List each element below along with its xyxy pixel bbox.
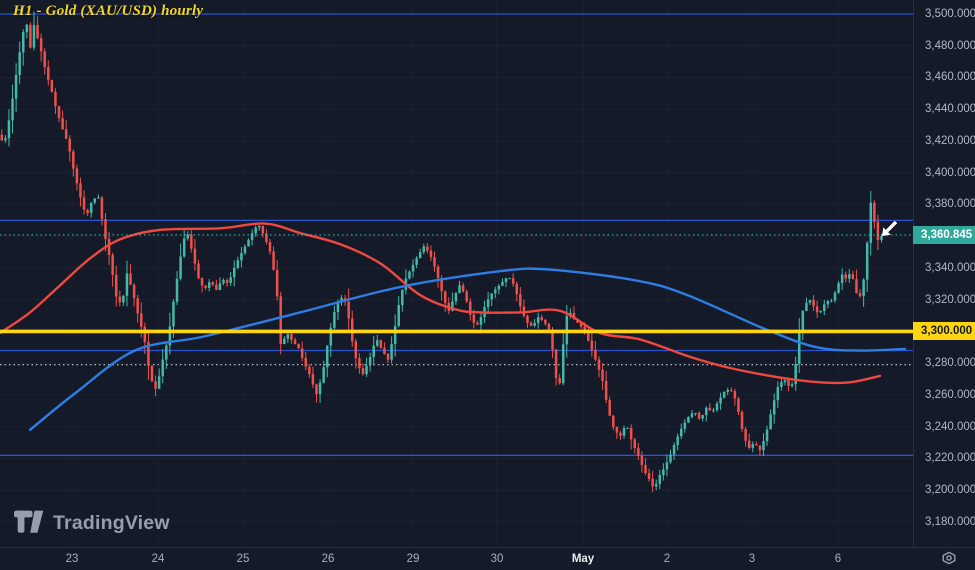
tradingview-watermark[interactable]: TradingView [14, 510, 170, 536]
price-axis-label: 3,400.000 [925, 166, 975, 179]
price-axis-label: 3,380.000 [925, 198, 975, 211]
time-axis-label: 6 [834, 553, 842, 565]
current-price-badge: 3,360.845 [913, 225, 975, 244]
price-axis-label: 3,460.000 [925, 71, 975, 84]
watermark-label: TradingView [53, 511, 170, 534]
price-arrow-annotation[interactable] [877, 217, 903, 243]
candlestick-chart-canvas[interactable] [0, 0, 913, 547]
time-axis-label: May [571, 553, 595, 565]
price-axis-label: 3,500.000 [925, 7, 975, 20]
chart-title: H1 - Gold (XAU/USD) hourly [13, 3, 204, 19]
price-axis[interactable]: 3,500.000 3,480.000 3,460.000 3,440.000 3,42… [913, 0, 975, 547]
time-axis-label: 2 [663, 553, 671, 565]
blue-ma-line[interactable] [28, 267, 907, 432]
time-axis-label: 23 [65, 553, 79, 565]
scale-settings-gear-icon[interactable] [940, 549, 958, 567]
time-axis-label: 26 [321, 553, 335, 565]
candles [0, 11, 883, 493]
time-axis[interactable]: 23 24 25 26 29 30 May 2 3 6 [0, 547, 975, 570]
price-axis-label: 3,240.000 [925, 420, 975, 433]
price-axis-label: 3,480.000 [925, 39, 975, 52]
price-axis-label: 3,440.000 [925, 103, 975, 116]
time-axis-label: 30 [490, 553, 504, 565]
tradingview-logo-icon [14, 510, 44, 536]
time-axis-label: 29 [406, 553, 420, 565]
price-axis-label: 3,180.000 [925, 515, 975, 528]
price-axis-label: 3,420.000 [925, 134, 975, 147]
price-axis-label: 3,200.000 [925, 484, 975, 497]
time-axis-label: 24 [151, 553, 165, 565]
price-axis-label: 3,260.000 [925, 388, 975, 401]
price-axis-label: 3,220.000 [925, 452, 975, 465]
price-axis-label: 3,320.000 [925, 293, 975, 306]
time-axis-label: 3 [748, 553, 756, 565]
level-3300-badge: 3,300.000 [913, 322, 975, 341]
time-axis-label: 25 [236, 553, 250, 565]
red-ma-line[interactable] [0, 222, 882, 385]
price-axis-label: 3,280.000 [925, 357, 975, 370]
price-axis-label: 3,340.000 [925, 261, 975, 274]
